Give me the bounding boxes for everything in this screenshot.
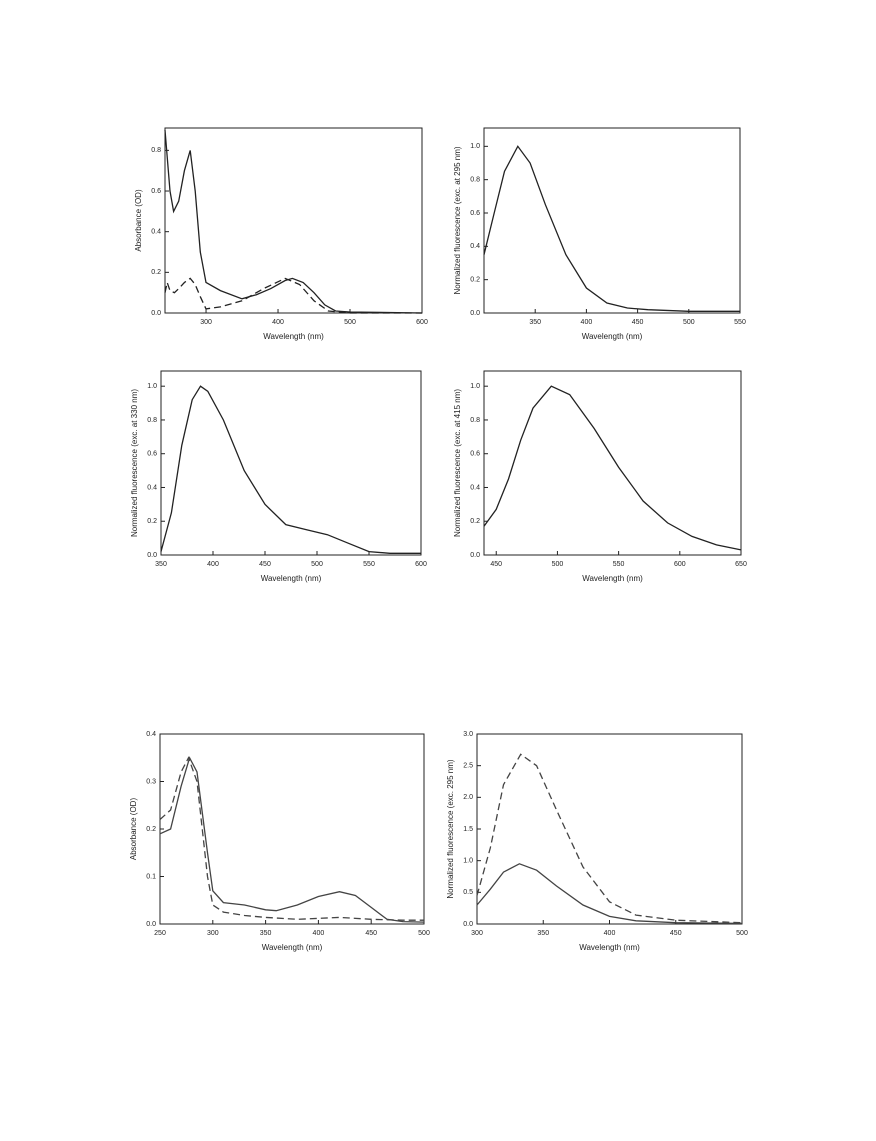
axis-title: Wavelength (nm) [262,943,323,952]
x-tick-label: 300 [207,930,219,937]
y-tick-label: 0.2 [146,826,156,833]
data-line [159,756,425,923]
x-tick-label: 500 [736,930,748,937]
y-tick-label: 0.0 [470,552,480,559]
y-tick-label: 0.1 [146,873,156,880]
y-tick-label: 0.6 [151,188,161,195]
x-tick-label: 550 [363,561,375,568]
y-tick-label: 0.6 [470,210,480,217]
y-tick-label: 0.0 [463,921,473,928]
x-tick-label: 400 [207,561,219,568]
y-tick-label: 0.8 [470,417,480,424]
x-tick-label: 550 [734,319,746,326]
y-tick-label: 0.8 [147,417,157,424]
x-tick-label: 350 [529,319,541,326]
y-tick-label: 0.4 [470,243,480,250]
plot-frame [483,127,741,314]
x-tick-label: 350 [260,930,272,937]
y-tick-label: 0.6 [147,451,157,458]
data-line [483,385,742,551]
y-tick-label: 0.4 [147,484,157,491]
y-tick-label: 0.8 [151,147,161,154]
x-tick-label: 500 [552,561,564,568]
y-tick-label: 0.0 [470,310,480,317]
y-tick-label: 0.2 [151,269,161,276]
y-tick-label: 0.4 [470,484,480,491]
y-tick-label: 2.0 [463,794,473,801]
plot-frame [483,370,742,556]
y-tick-label: 1.5 [463,826,473,833]
y-tick-label: 0.0 [146,921,156,928]
x-tick-label: 450 [670,930,682,937]
y-tick-label: 0.0 [147,552,157,559]
y-tick-label: 2.5 [463,763,473,770]
plot-frame [164,127,423,314]
y-tick-label: 0.3 [146,778,156,785]
x-tick-label: 600 [415,561,427,568]
x-tick-label: 350 [155,561,167,568]
y-tick-label: 0.8 [470,177,480,184]
x-tick-label: 350 [537,930,549,937]
x-tick-label: 400 [272,319,284,326]
x-tick-label: 400 [604,930,616,937]
data-line [476,753,743,924]
x-tick-label: 500 [418,930,430,937]
x-tick-label: 600 [674,561,686,568]
data-line [160,385,421,554]
axis-title: Wavelength (nm) [579,943,640,952]
y-tick-label: 1.0 [470,383,480,390]
data-line [164,277,422,314]
data-line [164,129,423,314]
y-tick-label: 0.5 [463,889,473,896]
plot-frame [159,733,425,925]
axis-title: Wavelength (nm) [263,332,324,341]
y-tick-label: 0.2 [470,518,480,525]
x-tick-label: 300 [471,930,483,937]
x-tick-label: 500 [344,319,356,326]
axis-title: Normalized fluorescence (exc. at 295 nm) [453,146,462,294]
y-tick-label: 0.0 [151,310,161,317]
y-tick-label: 0.2 [470,277,480,284]
data-line [483,145,740,312]
x-tick-label: 450 [365,930,377,937]
x-tick-label: 450 [490,561,502,568]
axis-title: Wavelength (nm) [582,574,643,583]
y-tick-label: 0.4 [146,731,156,738]
x-tick-label: 400 [581,319,593,326]
plot-frame [476,733,743,925]
x-tick-label: 600 [416,319,428,326]
y-tick-label: 3.0 [463,731,473,738]
axis-title: Normalized fluorescence (exc. at 330 nm) [130,389,139,537]
y-tick-label: 1.0 [470,143,480,150]
y-tick-label: 0.4 [151,229,161,236]
axis-title: Normalized fluorescence (exc. at 415 nm) [453,389,462,537]
axis-title: Wavelength (nm) [261,574,322,583]
axis-title: Absorbance (OD) [129,798,138,861]
x-tick-label: 250 [154,930,166,937]
x-tick-label: 400 [313,930,325,937]
x-tick-label: 500 [311,561,323,568]
x-tick-label: 550 [613,561,625,568]
x-tick-label: 450 [259,561,271,568]
x-tick-label: 500 [683,319,695,326]
x-tick-label: 650 [735,561,747,568]
y-tick-label: 0.2 [147,518,157,525]
axis-title: Normalized fluorescence (exc. 295 nm) [446,759,455,899]
data-line [159,756,424,921]
data-line [476,863,743,925]
x-tick-label: 450 [632,319,644,326]
x-tick-label: 300 [200,319,212,326]
axis-title: Absorbance (OD) [134,189,143,252]
y-tick-label: 1.0 [463,858,473,865]
plot-frame [160,370,422,556]
y-tick-label: 1.0 [147,383,157,390]
axis-title: Wavelength (nm) [582,332,643,341]
y-tick-label: 0.6 [470,451,480,458]
